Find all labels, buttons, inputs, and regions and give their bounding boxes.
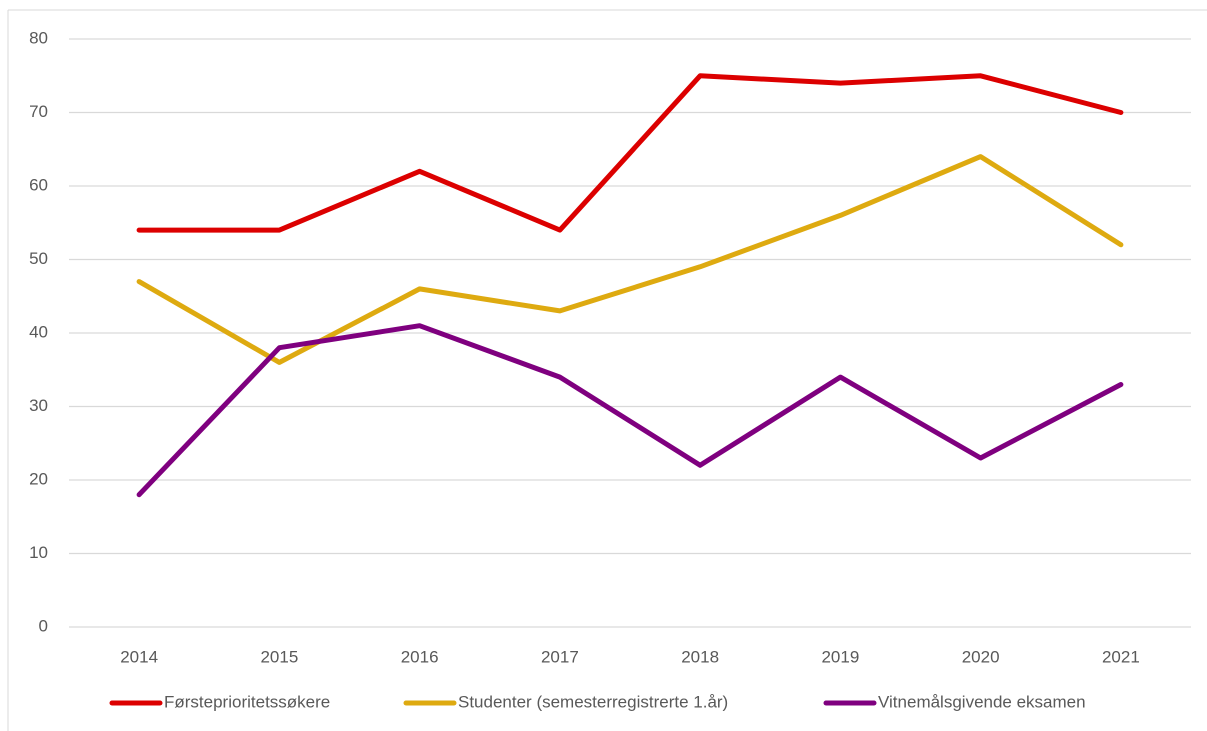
x-tick-label: 2017	[541, 647, 579, 666]
y-tick-label: 20	[29, 469, 48, 488]
y-tick-label: 10	[29, 543, 48, 562]
x-tick-label: 2015	[260, 647, 298, 666]
x-tick-label: 2016	[401, 647, 439, 666]
x-tick-label: 2021	[1102, 647, 1140, 666]
y-tick-label: 50	[29, 249, 48, 268]
legend-label: Vitnemålsgivende eksamen	[878, 692, 1086, 711]
series-line	[136, 323, 1124, 498]
x-tick-label: 2014	[120, 647, 158, 666]
y-tick-label: 40	[29, 322, 48, 341]
x-tick-label: 2019	[821, 647, 859, 666]
y-tick-label: 70	[29, 102, 48, 121]
x-tick-label: 2018	[681, 647, 719, 666]
legend-label: Studenter (semesterregistrerte 1.år)	[458, 692, 728, 711]
y-tick-label: 0	[39, 616, 48, 635]
y-tick-label: 30	[29, 396, 48, 415]
series-line	[136, 154, 1124, 365]
series-line	[136, 73, 1124, 233]
y-tick-label: 60	[29, 175, 48, 194]
legend-label: Førsteprioritetssøkere	[164, 692, 330, 711]
x-tick-label: 2020	[962, 647, 1000, 666]
y-tick-label: 80	[29, 28, 48, 47]
